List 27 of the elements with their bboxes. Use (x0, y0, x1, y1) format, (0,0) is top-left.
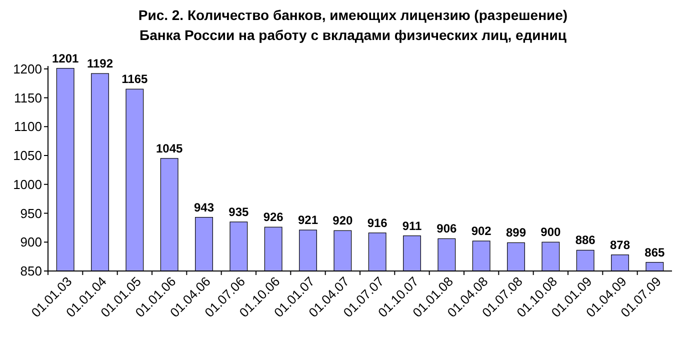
data-label: 1045 (156, 141, 184, 156)
data-label: 921 (298, 213, 318, 227)
y-tick-label: 1050 (13, 148, 42, 164)
data-label: 926 (263, 210, 284, 224)
y-tick-label: 1150 (14, 90, 42, 106)
y-tick-label: 1200 (13, 61, 42, 76)
chart-title: Рис. 2. Количество банков, имеющих лицензию (разрешение) Банка России на работу с вкладами физических лиц, единиц (138, 7, 568, 43)
data-label: 899 (506, 226, 526, 240)
data-label: 878 (610, 238, 630, 252)
data-label: 865 (644, 245, 665, 260)
data-label: 902 (471, 224, 492, 238)
data-label: 916 (367, 216, 388, 230)
y-tick-label: 900 (20, 234, 42, 250)
data-label: 900 (540, 225, 561, 240)
y-tick-label: 1000 (13, 176, 42, 192)
y-tick-label: 1100 (14, 119, 42, 134)
y-tick-label: 850 (20, 264, 42, 279)
data-label: 1192 (86, 56, 114, 71)
data-label: 935 (228, 204, 249, 219)
data-label: 1201 (52, 51, 80, 66)
data-label: 1165 (122, 72, 148, 86)
data-label: 886 (575, 233, 596, 248)
data-label: 906 (436, 222, 457, 236)
data-label: 911 (402, 218, 422, 233)
data-label: 920 (332, 214, 353, 228)
data-label: 943 (194, 200, 214, 214)
y-tick-label: 950 (20, 206, 42, 221)
